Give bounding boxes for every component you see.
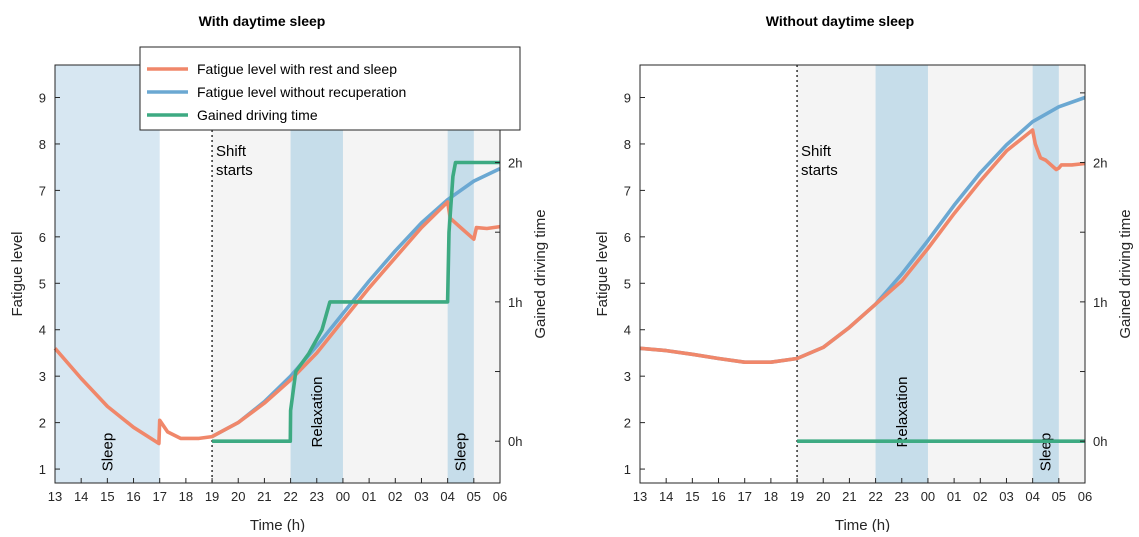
y-tick-label: 9 (624, 91, 631, 106)
band-label-sleep: Sleep (99, 433, 116, 471)
band-label-sleep: Sleep (1038, 433, 1055, 471)
x-tick-label: 21 (842, 489, 856, 504)
y-tick-label: 1 (624, 462, 631, 477)
x-axis-label: Time (h) (835, 517, 890, 532)
x-tick-label: 03 (999, 489, 1013, 504)
x-tick-label: 13 (48, 489, 62, 504)
series-gained-driving-time (212, 160, 500, 444)
x-tick-label: 17 (152, 489, 166, 504)
x-tick-label: 14 (74, 489, 88, 504)
y-tick-label: 5 (624, 276, 631, 291)
band-label-relaxation: Relaxation (894, 377, 911, 448)
legend-label: Fatigue level without recuperation (197, 84, 406, 100)
x-tick-label: 20 (231, 489, 245, 504)
legend-label: Fatigue level with rest and sleep (197, 61, 397, 77)
x-tick-label: 13 (633, 489, 647, 504)
y-tick-label: 9 (39, 91, 46, 106)
x-tick-label: 15 (100, 489, 114, 504)
x-tick-label: 00 (921, 489, 935, 504)
x-tick-label: 20 (816, 489, 830, 504)
y-tick-label: 4 (39, 323, 46, 338)
plot-frame (639, 64, 1086, 484)
y2-tick-label: 2h (508, 156, 522, 171)
x-tick-label: 06 (493, 489, 507, 504)
x-tick-label: 06 (1078, 489, 1092, 504)
chart-title: Without daytime sleep (766, 13, 914, 29)
band-label-sleep: Sleep (453, 433, 470, 471)
series-fatigue-level-with-rest-and-sleep (53, 200, 501, 446)
series-fatigue-level-with-rest-and-sleep (639, 128, 1086, 365)
legend-label: Gained driving time (197, 107, 318, 123)
y2-tick-label: 0h (1093, 434, 1107, 449)
chart-title: With daytime sleep (199, 13, 326, 29)
x-tick-label: 18 (179, 489, 193, 504)
x-tick-label: 19 (790, 489, 804, 504)
y-tick-label: 1 (39, 462, 46, 477)
y-axis-label: Fatigue level (594, 231, 611, 316)
chart-panel-1: With daytime sleep Shift starts Sleep Relaxa… (9, 13, 549, 534)
y-tick-label: 7 (624, 183, 631, 198)
y-tick-label: 2 (39, 416, 46, 431)
y-tick-label: 2 (624, 416, 631, 431)
x-tick-label: 16 (126, 489, 140, 504)
legend-box (139, 46, 521, 131)
y-tick-label: 3 (624, 369, 631, 384)
x-tick-label: 03 (414, 489, 428, 504)
y-tick-label: 3 (39, 369, 46, 384)
x-tick-label: 22 (868, 489, 882, 504)
x-tick-label: 15 (685, 489, 699, 504)
y-tick-label: 6 (624, 230, 631, 245)
y2-tick-label: 1h (1093, 295, 1107, 310)
y2-axis-label: Gained driving time (1117, 209, 1134, 338)
y-tick-label: 4 (624, 323, 631, 338)
x-tick-label: 04 (440, 489, 454, 504)
x-tick-label: 18 (764, 489, 778, 504)
y2-tick-label: 0h (508, 434, 522, 449)
x-tick-label: 05 (467, 489, 481, 504)
x-tick-label: 00 (336, 489, 350, 504)
x-tick-label: 21 (257, 489, 271, 504)
band-sleep (1032, 65, 1059, 483)
shift-label-line-2: starts (801, 162, 838, 179)
y2-axis-label: Gained driving time (532, 209, 549, 338)
band-relaxation (290, 65, 343, 483)
y-tick-label: 8 (39, 137, 46, 152)
band-sleep (55, 65, 160, 483)
shift-label-line-1: Shift (801, 143, 832, 160)
x-tick-label: 19 (205, 489, 219, 504)
shift-label-line-1: Shift (216, 143, 247, 160)
x-tick-label: 04 (1025, 489, 1039, 504)
y-tick-label: 5 (39, 276, 46, 291)
y2-tick-label: 1h (508, 295, 522, 310)
x-tick-label: 01 (947, 489, 961, 504)
x-tick-label: 23 (310, 489, 324, 504)
shift-label-line-2: starts (216, 162, 253, 179)
x-tick-label: 02 (973, 489, 987, 504)
x-tick-label: 14 (659, 489, 673, 504)
chart-panel-2: Without daytime sleep Shift starts Relaxati… (594, 13, 1134, 534)
x-axis-label: Time (h) (250, 517, 305, 532)
band-label-relaxation: Relaxation (309, 377, 326, 448)
band-sleep (447, 65, 474, 483)
x-tick-label: 23 (895, 489, 909, 504)
y-tick-label: 7 (39, 183, 46, 198)
y-axis-label: Fatigue level (9, 231, 26, 316)
y2-tick-label: 2h (1093, 156, 1107, 171)
x-tick-label: 16 (711, 489, 725, 504)
y-tick-label: 6 (39, 230, 46, 245)
x-tick-label: 01 (362, 489, 376, 504)
x-tick-label: 05 (1052, 489, 1066, 504)
y-tick-label: 8 (624, 137, 631, 152)
x-tick-label: 22 (283, 489, 297, 504)
x-tick-label: 02 (388, 489, 402, 504)
legend: Fatigue level with rest and sleep Fatigue… (139, 46, 521, 131)
x-tick-label: 17 (737, 489, 751, 504)
